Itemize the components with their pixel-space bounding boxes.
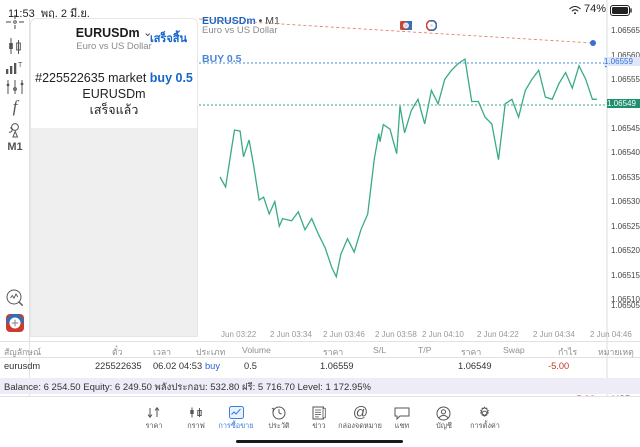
svg-text:T: T — [18, 62, 23, 69]
